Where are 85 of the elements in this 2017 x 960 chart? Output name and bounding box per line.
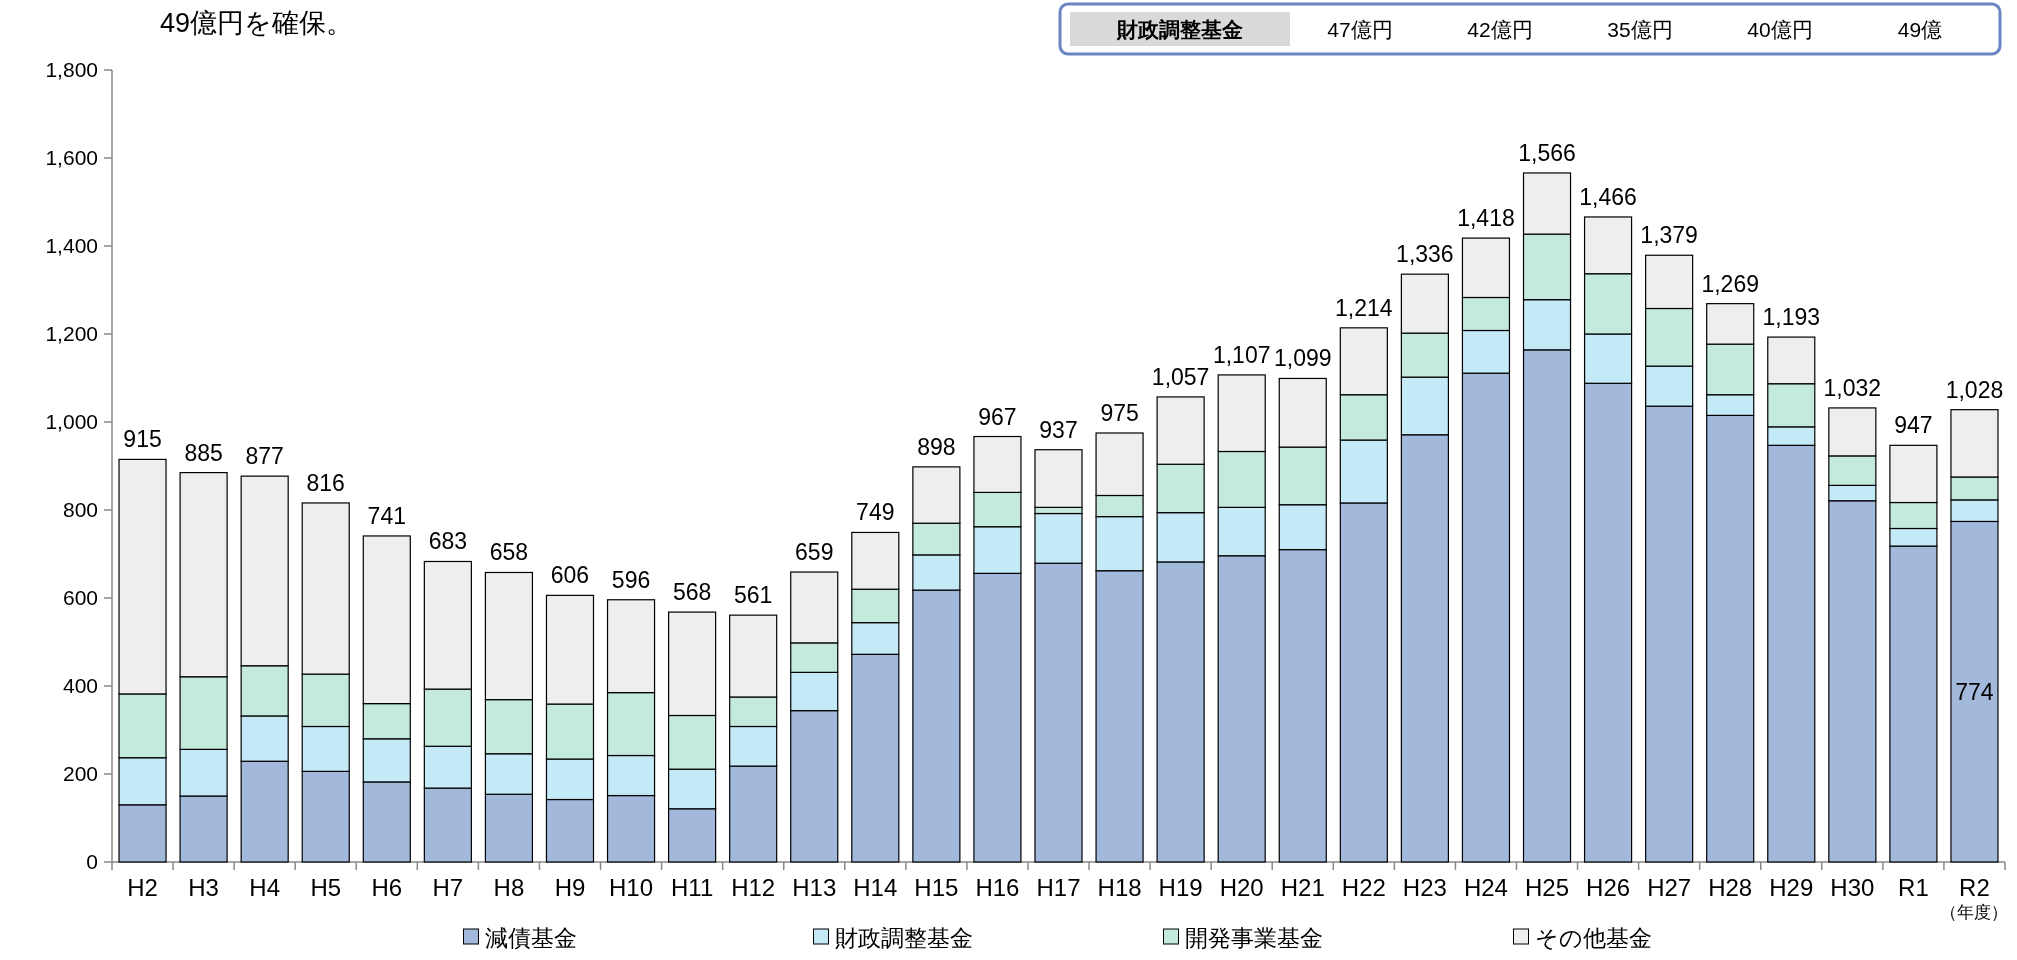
- x-tick-label: H5: [310, 874, 342, 901]
- total-label: 1,466: [1579, 183, 1637, 210]
- total-label: 741: [367, 502, 406, 529]
- x-tick-label: H7: [432, 874, 464, 901]
- y-tick-label: 0: [86, 850, 98, 873]
- total-label: 1,193: [1762, 304, 1821, 331]
- legend-label: 減債基金: [484, 925, 577, 951]
- x-tick-label: H11: [670, 874, 714, 901]
- total-label: 683: [428, 528, 468, 555]
- x-tick-label: H24: [1463, 874, 1508, 901]
- x-tick-label: H14: [853, 874, 898, 901]
- x-tick-label: H15: [914, 874, 959, 901]
- x-tick-label: H17: [1036, 874, 1081, 901]
- text: 42億円: [1467, 18, 1533, 41]
- x-tick-label: H21: [1280, 874, 1325, 901]
- y-tick-label: 400: [62, 674, 98, 697]
- y-tick-label: 1,800: [45, 58, 98, 81]
- total-label: 1,028: [1945, 376, 2004, 403]
- x-tick-label: H29: [1769, 874, 1814, 901]
- x-tick-label: H23: [1402, 874, 1447, 901]
- total-label: 975: [1100, 400, 1139, 426]
- total-label: 606: [550, 562, 590, 589]
- legend-label: その他基金: [1534, 925, 1652, 951]
- text: 40億円: [1747, 18, 1813, 41]
- total-label: 877: [245, 443, 284, 470]
- x-tick-label: R2: [1959, 874, 1990, 901]
- x-tick-label: H6: [371, 874, 403, 901]
- total-label: 915: [123, 426, 162, 453]
- total-label: 561: [733, 582, 773, 609]
- total-label: 568: [672, 579, 712, 606]
- x-tick-label: H8: [493, 874, 525, 901]
- total-label: 1,107: [1212, 341, 1271, 368]
- x-tick-label: H2: [127, 874, 158, 901]
- y-tick-label: 600: [62, 586, 98, 609]
- y-tick-label: 1,200: [45, 322, 98, 345]
- x-tick-label: H22: [1341, 874, 1386, 901]
- total-label: 967: [978, 403, 1017, 430]
- total-label: 658: [489, 539, 529, 566]
- x-tick-label: H18: [1097, 874, 1142, 901]
- x-tick-label: H20: [1219, 874, 1264, 901]
- total-label: 1,269: [1701, 270, 1759, 297]
- x-tick-label: H16: [975, 874, 1020, 901]
- total-label: 937: [1039, 416, 1078, 443]
- x-tick-label: H3: [188, 874, 219, 901]
- x-tick-label: H4: [249, 874, 281, 901]
- total-label: 947: [1894, 412, 1933, 439]
- x-tick-label: H19: [1158, 874, 1203, 901]
- x-tick-label: H10: [609, 874, 654, 901]
- x-tick-label: R1: [1898, 874, 1929, 901]
- total-label: 596: [611, 566, 651, 593]
- x-tick-label: H12: [731, 874, 776, 901]
- total-label: 749: [856, 499, 895, 526]
- text: 49億円を確保。: [160, 8, 354, 38]
- total-label: 1,336: [1396, 241, 1454, 268]
- total-label: 659: [795, 539, 834, 566]
- total-label: 1,032: [1823, 374, 1882, 401]
- text: 47億円: [1327, 18, 1393, 41]
- total-label: 1,214: [1335, 294, 1393, 321]
- total-label: 1,099: [1273, 345, 1332, 372]
- text: 財政調整基金: [1116, 18, 1243, 41]
- total-label: 898: [917, 433, 956, 460]
- x-tick-label: H13: [792, 874, 837, 901]
- y-tick-label: 800: [62, 498, 98, 521]
- total-label: 1,566: [1518, 139, 1576, 166]
- x-tick-label: H28: [1708, 874, 1753, 901]
- total-label: 1,418: [1457, 205, 1515, 232]
- total-label: 1,379: [1640, 222, 1698, 249]
- total-label: 1,057: [1151, 363, 1210, 390]
- x-axis-title: （年度）: [1940, 903, 2009, 922]
- text: 35億円: [1607, 18, 1673, 41]
- y-tick-label: 1,400: [45, 234, 98, 257]
- x-tick-label: H25: [1525, 874, 1570, 901]
- x-tick-label: H26: [1586, 874, 1631, 901]
- y-tick-label: 1,000: [45, 410, 98, 433]
- total-label: 816: [306, 469, 345, 496]
- total-label: 885: [184, 439, 223, 466]
- x-tick-label: H27: [1647, 874, 1692, 901]
- x-tick-label: H30: [1830, 874, 1875, 901]
- data-label: 774: [1955, 678, 1994, 705]
- y-tick-label: 200: [62, 762, 98, 785]
- legend-label: 開発事業基金: [1184, 925, 1323, 951]
- x-tick-label: H9: [554, 874, 586, 901]
- y-tick-label: 1,600: [45, 146, 98, 169]
- text: 49億: [1897, 18, 1943, 41]
- legend-label: 財政調整基金: [834, 925, 973, 951]
